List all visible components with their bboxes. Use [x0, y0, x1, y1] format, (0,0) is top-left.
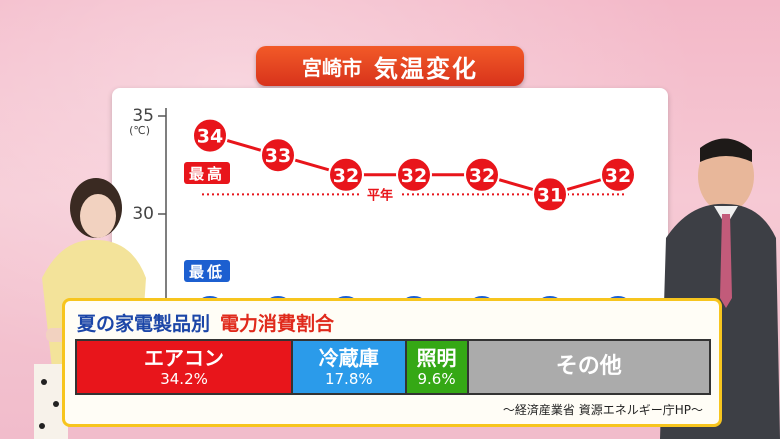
chart-title-banner: 宮崎市 気温変化 — [256, 46, 524, 86]
segment-fridge-percent: 17.8% — [324, 370, 373, 388]
segment-aircon-percent: 34.2% — [160, 370, 208, 388]
point-high-6 — [600, 156, 636, 193]
y-unit-label: (℃) — [129, 124, 150, 137]
title-city: 宮崎市 — [302, 55, 362, 80]
data-label-high-2: 32 — [333, 165, 359, 187]
point-high-0 — [192, 117, 228, 154]
panel-title-blue: 夏の家電製品別 — [77, 313, 211, 335]
data-label-high-4: 32 — [469, 165, 495, 187]
point-high-1 — [260, 137, 296, 174]
series-name-box-high — [184, 162, 230, 184]
point-high-5 — [532, 176, 568, 213]
y-tick-label-30: 30 — [132, 204, 154, 224]
segment-fridge-label: 冷蔵庫 — [318, 346, 379, 370]
data-label-high-6: 32 — [605, 165, 631, 187]
series-name-high: 最高 — [189, 165, 225, 183]
segment-other-label: その他 — [555, 354, 622, 379]
panel-title-red: 電力消費割合 — [220, 313, 335, 335]
series-name-low: 最低 — [189, 263, 225, 281]
consumption-share-bar: エアコン 34.2% 冷蔵庫 17.8% 照明 9.6% その他 — [75, 339, 711, 395]
segment-lighting-percent: 9.6% — [417, 370, 456, 388]
segment-other: その他 — [468, 341, 709, 393]
y-tick-label-35: 35 — [132, 106, 154, 126]
source-credit: ～経済産業省 資源エネルギー庁HP～ — [502, 403, 703, 417]
power-consumption-panel: 夏の家電製品別 電力消費割合 エアコン 34.2% 冷蔵庫 17.8% 照明 9.… — [62, 298, 722, 427]
panel-title: 夏の家電製品別 電力消費割合 — [77, 309, 334, 336]
data-label-high-3: 32 — [401, 165, 427, 187]
segment-fridge: 冷蔵庫 17.8% — [293, 341, 407, 393]
data-label-high-1: 33 — [265, 145, 291, 167]
point-high-3 — [396, 156, 432, 193]
data-label-high-5: 31 — [537, 184, 563, 206]
segment-lighting-label: 照明 — [416, 346, 457, 370]
title-label: 気温変化 — [374, 54, 478, 83]
point-high-4 — [464, 156, 500, 193]
point-high-2 — [328, 156, 364, 193]
segment-aircon: エアコン 34.2% — [77, 341, 294, 393]
data-label-high-0: 34 — [197, 126, 223, 148]
segment-aircon-label: エアコン — [144, 346, 225, 370]
normal-label-bg — [360, 185, 400, 202]
segment-lighting: 照明 9.6% — [406, 341, 469, 393]
series-name-box-low — [184, 260, 230, 282]
normal-line-label: 平年 — [367, 187, 393, 203]
